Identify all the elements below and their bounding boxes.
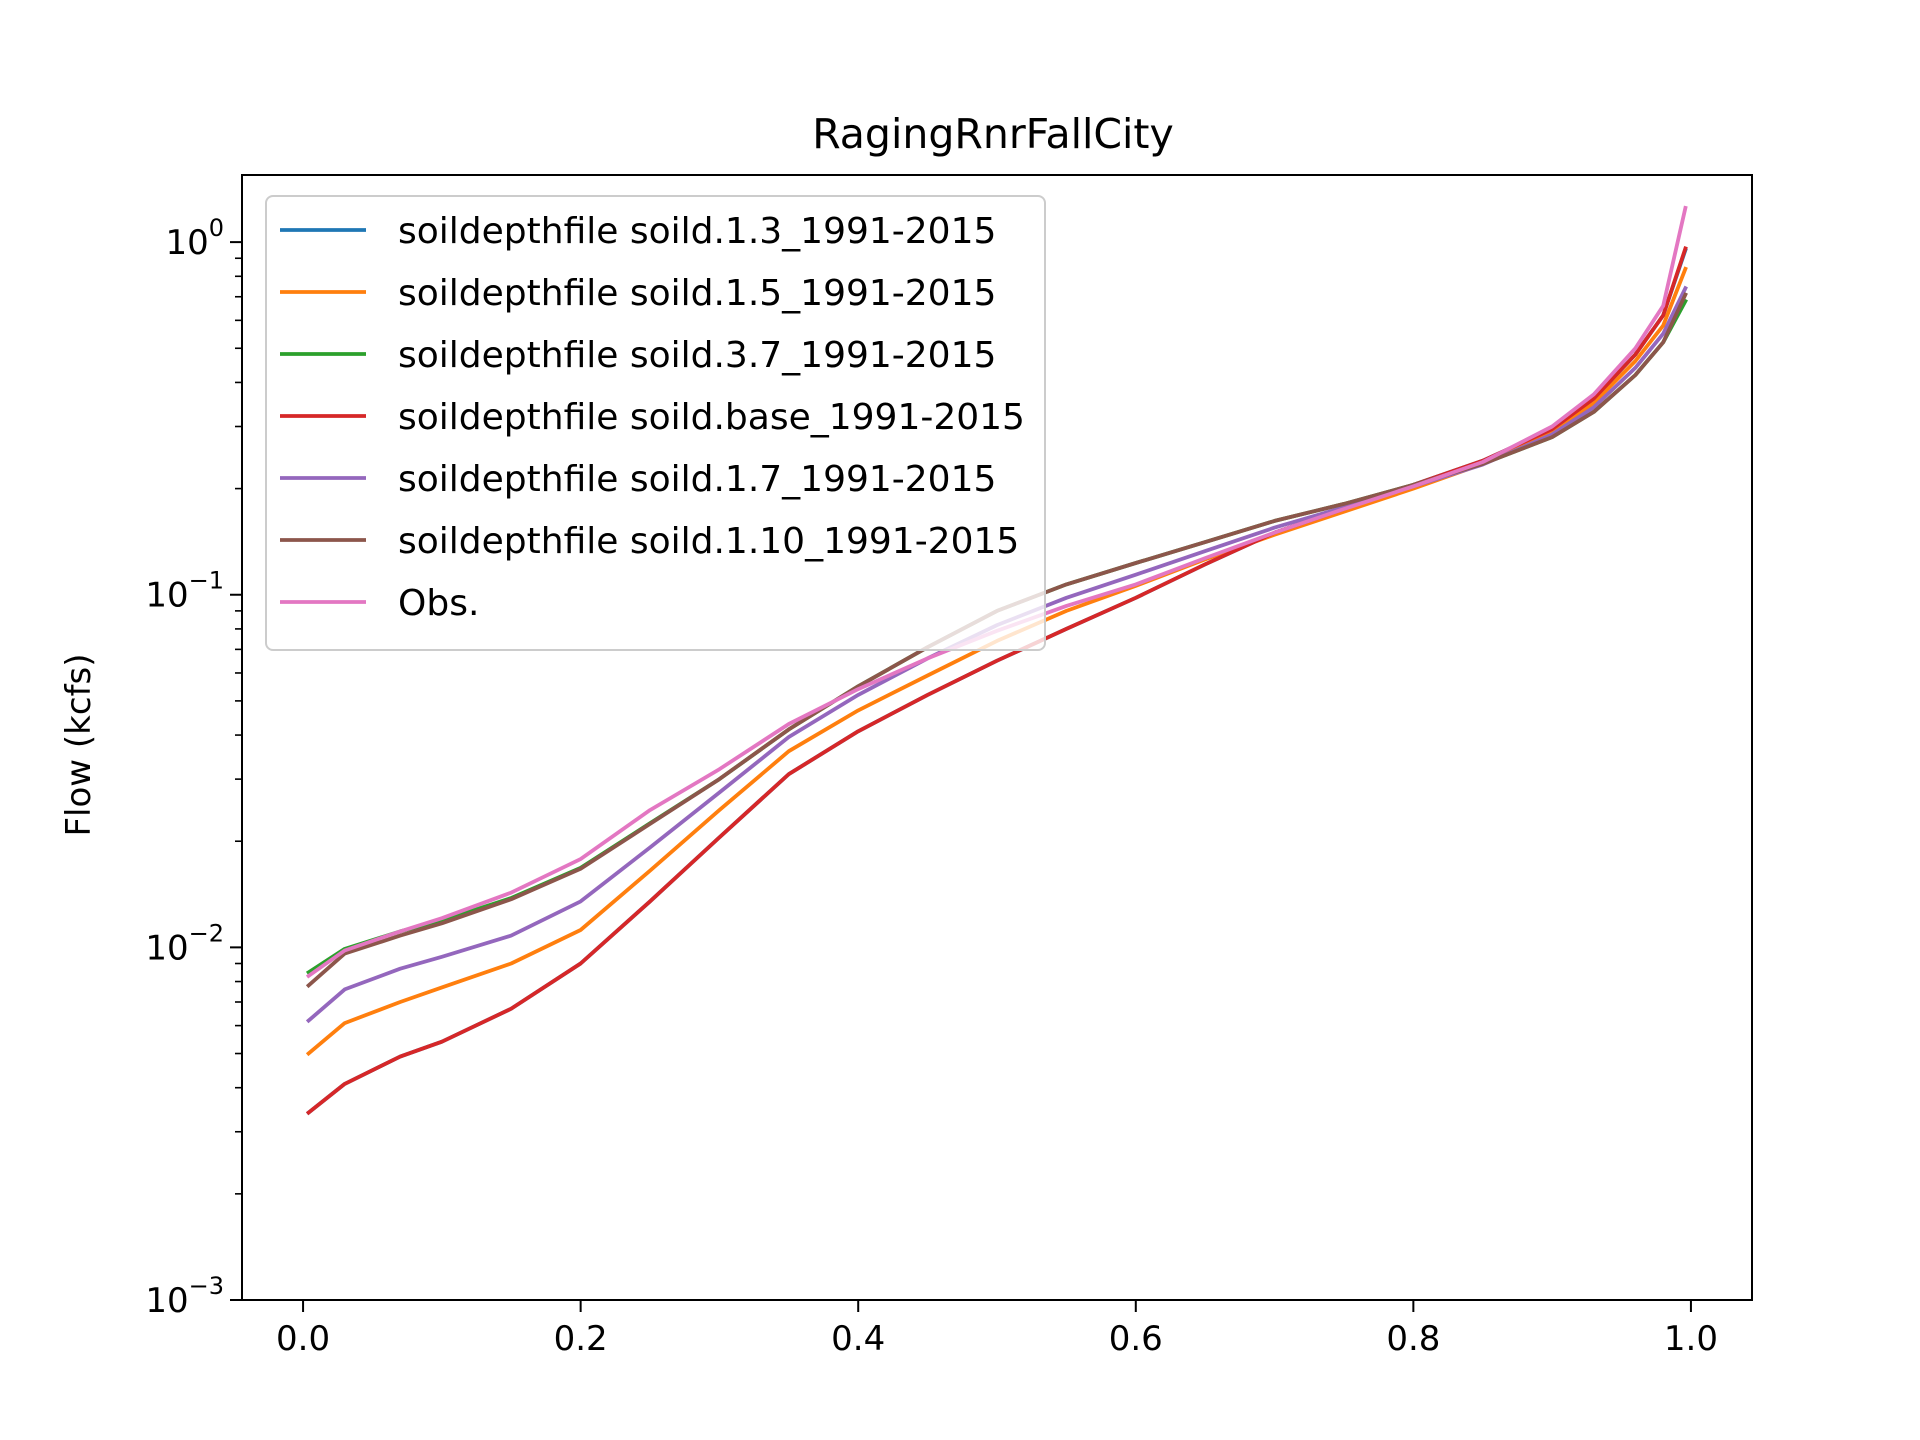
legend-label: soildepthfile soild.3.7_1991-2015 [398, 335, 996, 376]
x-tick-label: 0.4 [831, 1319, 885, 1359]
x-tick-label: 0.0 [276, 1319, 330, 1359]
x-tick-label: 1.0 [1664, 1319, 1718, 1359]
y-tick-label: 10 [145, 1281, 188, 1321]
legend-label: Obs. [398, 583, 479, 624]
y-tick-label: 10 [145, 928, 188, 968]
legend-label: soildepthfile soild.base_1991-2015 [398, 397, 1025, 438]
legend-label: soildepthfile soild.1.10_1991-2015 [398, 521, 1019, 562]
x-tick-label: 0.8 [1386, 1319, 1440, 1359]
legend-label: soildepthfile soild.1.3_1991-2015 [398, 211, 996, 252]
chart-title: RagingRnrFallCity [812, 110, 1174, 158]
y-tick-exponent: −3 [189, 1272, 224, 1300]
plot-frame [241, 174, 1753, 1301]
y-axis-label: Flow (kcfs) [59, 653, 99, 836]
y-tick-exponent: 0 [209, 214, 224, 242]
legend-label: soildepthfile soild.1.5_1991-2015 [398, 273, 996, 314]
legend: soildepthfile soild.1.3_1991-2015soildep… [265, 195, 1046, 651]
legend-box [265, 195, 1046, 651]
x-tick-label: 0.6 [1109, 1319, 1163, 1359]
legend-label: soildepthfile soild.1.7_1991-2015 [398, 459, 996, 500]
x-tick-label: 0.2 [554, 1319, 608, 1359]
y-tick-exponent: −1 [189, 567, 224, 595]
y-tick-exponent: −2 [189, 919, 224, 947]
y-tick-label: 10 [145, 576, 188, 616]
y-tick-label: 10 [165, 223, 208, 263]
